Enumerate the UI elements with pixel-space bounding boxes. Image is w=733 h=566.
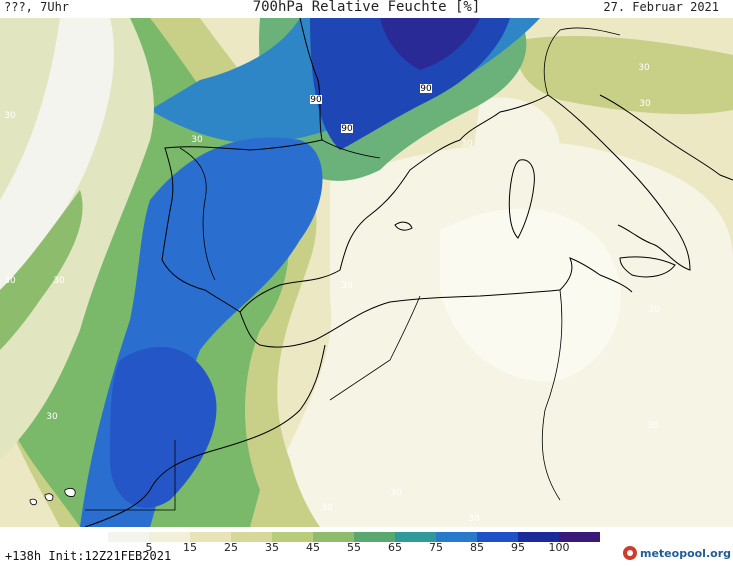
canary-islands bbox=[29, 488, 76, 506]
italy-west-coast bbox=[547, 94, 691, 271]
colorbar-segment bbox=[436, 532, 477, 542]
contour-label: 30 bbox=[53, 276, 65, 286]
colorbar-tick-label: 15 bbox=[183, 541, 197, 554]
humidity-map: 90 90 90 30 30 30 30 30 30 30 30 30 30 30 30 30 30 bbox=[0, 18, 733, 527]
contour-label-bg bbox=[310, 95, 322, 104]
contour-label-bg bbox=[341, 124, 353, 133]
contour-label: 90 bbox=[420, 84, 432, 94]
colorbar-segment bbox=[395, 532, 436, 542]
header: ???, 7Uhr 700hPa Relative Feuchte [%] 27… bbox=[0, 0, 733, 18]
moist-core-max bbox=[380, 18, 480, 70]
colorbar-tick-label: 35 bbox=[265, 541, 279, 554]
contour-label: 30 bbox=[390, 488, 402, 498]
moist-band-alps bbox=[517, 35, 733, 115]
contour-label: 30 bbox=[191, 135, 203, 145]
tunisia-coast bbox=[559, 257, 633, 293]
spain-portugal-border bbox=[179, 147, 216, 281]
colorbar-segment bbox=[231, 532, 272, 542]
colorbar-tick-label: 65 bbox=[388, 541, 402, 554]
alps-border bbox=[543, 27, 621, 96]
contour-label: 30 bbox=[461, 139, 473, 149]
colorbar-segment bbox=[477, 532, 518, 542]
meteopool-logo-icon bbox=[623, 546, 637, 560]
atlantic-green-streak bbox=[0, 190, 83, 350]
contour-label: 30 bbox=[341, 281, 353, 291]
contour-label: 30 bbox=[639, 99, 651, 109]
colorbar-segment bbox=[190, 532, 231, 542]
island-1 bbox=[29, 498, 37, 506]
north-africa-coast bbox=[239, 289, 561, 348]
sardinia-corsica bbox=[508, 159, 535, 239]
colorbar-segment bbox=[108, 532, 149, 542]
island-3 bbox=[64, 488, 76, 497]
map-area: 90 90 90 30 30 30 30 30 30 30 30 30 30 30 30 30 30 bbox=[0, 18, 733, 527]
morocco-algeria-border bbox=[329, 295, 421, 401]
humidity-colorbar bbox=[108, 532, 600, 542]
contour-label: 30 bbox=[468, 514, 480, 524]
iberia-france-coast bbox=[161, 18, 549, 313]
contour-label: 30 bbox=[648, 305, 660, 315]
contour-label-bg bbox=[420, 84, 432, 93]
colorbar-tick-label: 5 bbox=[145, 541, 153, 554]
colorbar-segment bbox=[313, 532, 354, 542]
colorbar-segment bbox=[149, 532, 190, 542]
colorbar-tick-label: 95 bbox=[511, 541, 525, 554]
colorbar-tick-label: 100 bbox=[548, 541, 570, 554]
colorbar-segment bbox=[272, 532, 313, 542]
contour-label: 30 bbox=[638, 63, 650, 73]
moist-core-morocco bbox=[110, 346, 217, 508]
algeria-tunisia-libya-border bbox=[541, 289, 563, 501]
colorbar-tick-labels: 5 15 25 35 45 55 65 75 85 95 100 bbox=[108, 541, 628, 555]
dry-region-tyrrhenian bbox=[470, 97, 560, 190]
sicily bbox=[619, 256, 676, 278]
colorbar-segment bbox=[559, 532, 600, 542]
italy-east-coast bbox=[599, 94, 733, 181]
valid-date-label: 27. Februar 2021 bbox=[603, 0, 719, 14]
forecast-time-label: ???, 7Uhr bbox=[4, 0, 70, 14]
contour-label: 90 bbox=[310, 95, 322, 105]
map-title: 700hPa Relative Feuchte [%] bbox=[252, 0, 481, 15]
colorbar-segment bbox=[354, 532, 395, 542]
colorbar-tick-label: 25 bbox=[224, 541, 238, 554]
very-dry-region bbox=[440, 208, 621, 382]
colorbar-tick-label: 45 bbox=[306, 541, 320, 554]
colorbar-tick-label: 85 bbox=[470, 541, 484, 554]
contour-label: 30 bbox=[647, 421, 659, 431]
brand-text: meteopool.org bbox=[640, 546, 731, 560]
morocco-atlantic-coast bbox=[84, 344, 326, 527]
country-borders bbox=[85, 27, 621, 511]
coastlines bbox=[84, 18, 733, 527]
footer: 5 15 25 35 45 55 65 75 85 95 100 +138h Init:12Z21F… bbox=[0, 527, 733, 566]
contour-label: 30 bbox=[46, 412, 58, 422]
brand-logo[interactable]: meteopool.org bbox=[623, 546, 731, 560]
contour-label: 90 bbox=[341, 124, 353, 134]
run-info: +138h Init:12Z21FEB2021 bbox=[5, 549, 172, 563]
island-2 bbox=[44, 493, 54, 502]
colorbar-segment bbox=[518, 532, 559, 542]
contour-label: 30 bbox=[4, 276, 16, 286]
spain-france-border bbox=[321, 139, 381, 159]
contour-labels: 90 90 90 30 30 30 30 30 30 30 30 30 30 30 30 30 30 bbox=[4, 63, 660, 524]
moist-core-deep bbox=[310, 18, 510, 150]
colorbar-tick-label: 55 bbox=[347, 541, 361, 554]
colorbar-tick-label: 75 bbox=[429, 541, 443, 554]
western-sahara-border bbox=[85, 440, 176, 511]
contour-label: 30 bbox=[4, 111, 16, 121]
atlantic-very-dry bbox=[0, 18, 114, 290]
contour-label: 30 bbox=[321, 503, 333, 513]
balearic-islands bbox=[394, 221, 413, 231]
